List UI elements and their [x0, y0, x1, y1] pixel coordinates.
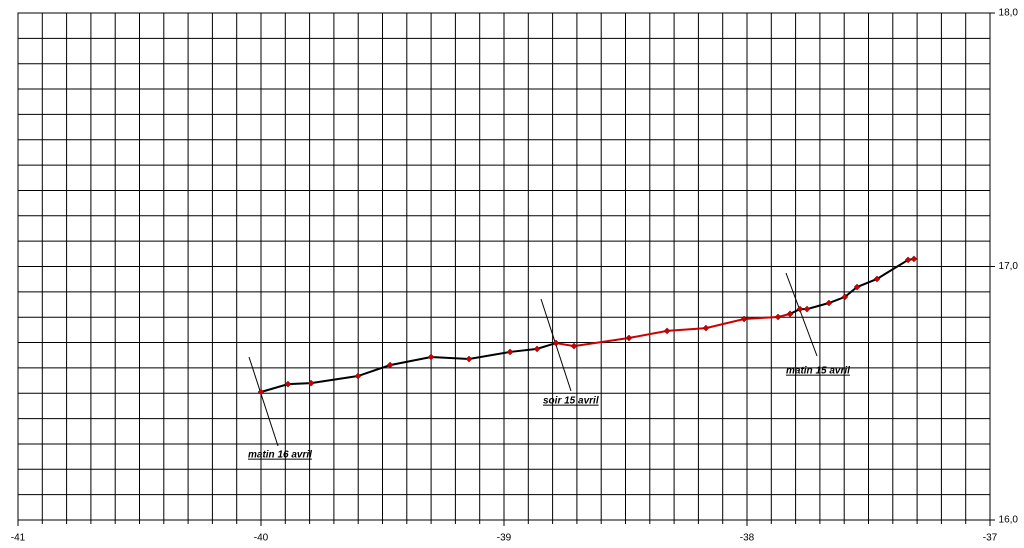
- point-marker: [386, 361, 394, 369]
- point-marker: [740, 315, 748, 323]
- point-marker: [284, 380, 292, 388]
- point-marker: [307, 379, 315, 387]
- annotation: matin 15 avril: [786, 366, 850, 377]
- y-tick-label: 16,0: [999, 515, 1019, 526]
- annotation: soir 15 avril: [543, 396, 599, 407]
- point-marker: [533, 345, 541, 353]
- point-marker: [663, 327, 671, 335]
- series-line: [555, 312, 791, 348]
- point-marker: [506, 348, 514, 356]
- point-marker: [774, 313, 782, 321]
- annotation-pointer: [248, 356, 279, 447]
- point-marker: [803, 305, 811, 313]
- y-tick-label: 17,0: [999, 261, 1019, 272]
- point-marker: [825, 299, 833, 307]
- series-line: [260, 342, 557, 393]
- point-marker: [427, 353, 435, 361]
- point-marker: [625, 334, 633, 342]
- annotation: matin 16 avril: [248, 450, 312, 461]
- series-line: [789, 257, 915, 315]
- point-marker: [257, 388, 265, 396]
- point-marker: [910, 255, 918, 263]
- x-tick-label: -37: [983, 533, 998, 544]
- x-tick-label: -38: [740, 533, 755, 544]
- point-marker: [465, 355, 473, 363]
- y-tick-label: 18,0: [999, 8, 1019, 19]
- x-tick-label: -40: [254, 533, 269, 544]
- point-marker: [552, 339, 560, 347]
- point-marker: [796, 305, 804, 313]
- point-marker: [354, 372, 362, 380]
- annotation-pointer: [785, 272, 818, 357]
- point-marker: [786, 310, 794, 318]
- point-marker: [841, 293, 849, 301]
- point-marker: [853, 283, 861, 291]
- x-tick-label: -41: [11, 533, 26, 544]
- point-marker: [904, 256, 912, 264]
- x-tick-label: -39: [497, 533, 512, 544]
- point-marker: [702, 324, 710, 332]
- point-marker: [570, 342, 578, 350]
- point-marker: [873, 275, 881, 283]
